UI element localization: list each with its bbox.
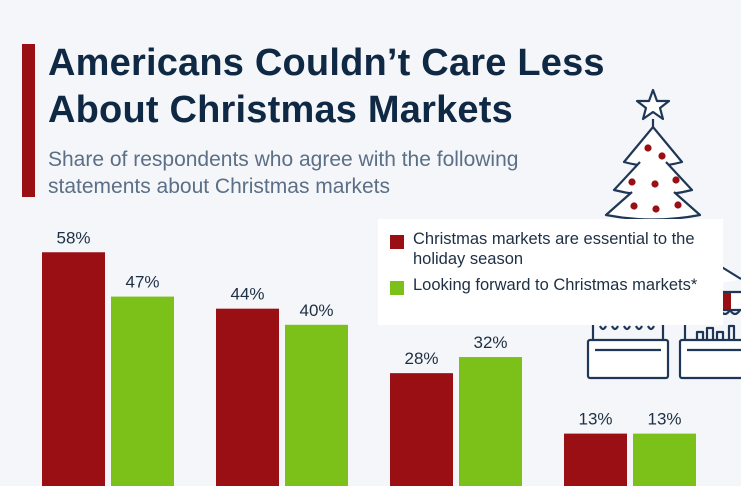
accent-bar <box>22 44 35 197</box>
chart-legend: Christmas markets are essential to the h… <box>378 219 723 325</box>
value-label-looking-forward-3: 32% <box>473 333 507 352</box>
legend-swatch-green <box>390 281 404 295</box>
value-label-essential-4: 13% <box>578 410 612 429</box>
value-label-looking-forward-2: 40% <box>299 301 333 320</box>
legend-swatch-red <box>390 235 404 249</box>
chart-title: Americans Couldn’t Care Less About Chris… <box>48 42 605 131</box>
legend-item-looking-forward: Looking forward to Christmas markets* <box>390 275 713 295</box>
value-label-essential-2: 44% <box>230 285 264 304</box>
legend-label-essential: Christmas markets are essential to the h… <box>413 230 695 268</box>
value-label-essential-1: 58% <box>56 228 90 247</box>
legend-item-essential: Christmas markets are essential to the h… <box>390 229 713 269</box>
bar-essential-3 <box>390 373 453 486</box>
bar-essential-4 <box>564 433 627 486</box>
bar-essential-1 <box>42 252 105 486</box>
chart-subtitle: Share of respondents who agree with the … <box>48 148 519 198</box>
legend-label-looking-forward: Looking forward to Christmas markets* <box>413 276 698 294</box>
value-label-essential-3: 28% <box>404 349 438 368</box>
bar-essential-2 <box>216 308 279 486</box>
bar-looking-forward-3 <box>459 357 522 486</box>
bar-looking-forward-1 <box>111 296 174 486</box>
bar-looking-forward-4 <box>633 433 696 486</box>
bar-looking-forward-2 <box>285 324 348 486</box>
value-label-looking-forward-1: 47% <box>125 273 159 292</box>
value-label-looking-forward-4: 13% <box>647 410 681 429</box>
christmas-tree-icon <box>604 88 702 221</box>
